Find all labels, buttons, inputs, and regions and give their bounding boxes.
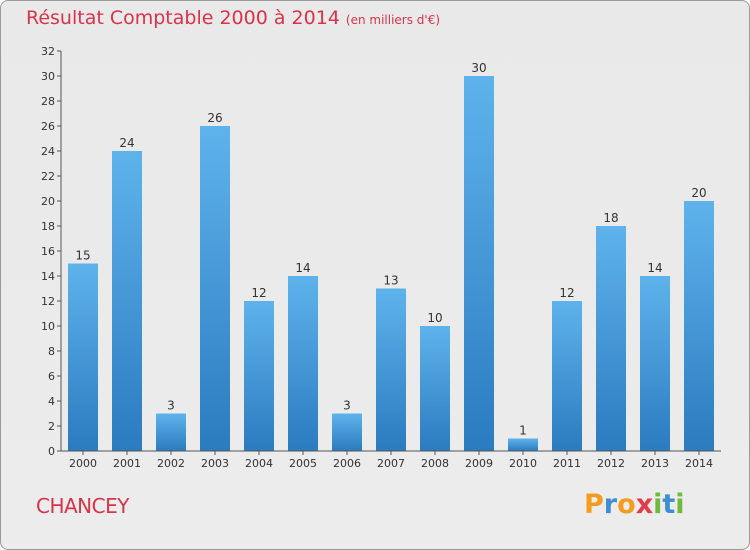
x-tick-label: 2000 <box>69 457 97 470</box>
town-label: CHANCEY <box>36 494 129 518</box>
y-tick-label: 2 <box>48 420 55 433</box>
chart-title-text: Résultat Comptable 2000 à 2014 <box>26 7 340 29</box>
x-tick-label: 2007 <box>377 457 405 470</box>
bar-2005 <box>288 276 318 451</box>
x-tick-label: 2013 <box>641 457 669 470</box>
logo-letter: x <box>635 489 654 520</box>
bar-value-label: 12 <box>251 286 266 300</box>
bar-2006 <box>332 413 362 451</box>
bar-2003 <box>200 126 230 451</box>
bar-2000 <box>68 263 98 451</box>
bar-value-label: 12 <box>559 286 574 300</box>
logo-letter: t <box>662 489 676 520</box>
y-tick-label: 4 <box>48 395 55 408</box>
chart-title: Résultat Comptable 2000 à 2014 (en millie… <box>26 7 440 29</box>
bar-value-label: 14 <box>647 261 662 275</box>
bars-group: 15 24 3 26 12 14 3 13 10 30 1 12 18 14 20 <box>68 61 714 451</box>
y-tick-label: 32 <box>41 45 55 58</box>
y-tick-label: 14 <box>41 270 55 283</box>
bar-value-label: 26 <box>207 111 222 125</box>
bar-2013 <box>640 276 670 451</box>
y-tick-label: 28 <box>41 95 55 108</box>
bar-2007 <box>376 288 406 451</box>
y-tick-label: 24 <box>41 145 55 158</box>
y-tick-label: 10 <box>41 320 55 333</box>
bar-value-label: 20 <box>691 186 706 200</box>
bar-value-label: 18 <box>603 211 618 225</box>
bar-2004 <box>244 301 274 451</box>
y-tick-label: 8 <box>48 345 55 358</box>
logo-letter: i <box>653 489 663 520</box>
y-tick-label: 30 <box>41 70 55 83</box>
x-axis: 2000 2001 2002 2003 2004 2005 2006 2007 2008 2009… <box>61 450 721 470</box>
x-tick-label: 2009 <box>465 457 493 470</box>
bar-2012 <box>596 226 626 451</box>
bar-value-label: 14 <box>295 261 310 275</box>
bar-value-label: 1 <box>519 424 527 438</box>
x-tick-label: 2011 <box>553 457 581 470</box>
x-tick-label: 2003 <box>201 457 229 470</box>
y-tick-label: 26 <box>41 120 55 133</box>
bar-2014 <box>684 201 714 451</box>
x-tick-label: 2001 <box>113 457 141 470</box>
bar-value-label: 3 <box>343 399 351 413</box>
x-tick-label: 2010 <box>509 457 537 470</box>
bar-2011 <box>552 301 582 451</box>
bar-value-label: 3 <box>167 399 175 413</box>
x-tick-label: 2008 <box>421 457 449 470</box>
bar-2008 <box>420 326 450 451</box>
x-tick-label: 2006 <box>333 457 361 470</box>
bar-2010 <box>508 438 538 451</box>
bar-value-label: 30 <box>471 61 486 75</box>
y-tick-label: 16 <box>41 245 55 258</box>
y-tick-label: 22 <box>41 170 55 183</box>
y-tick-label: 6 <box>48 370 55 383</box>
x-tick-label: 2004 <box>245 457 273 470</box>
logo-letter: o <box>617 489 636 520</box>
logo-letter: r <box>603 489 618 520</box>
bar-value-label: 15 <box>75 249 90 263</box>
proxiti-logo: Proxiti <box>584 489 685 520</box>
x-tick-label: 2012 <box>597 457 625 470</box>
bar-value-label: 13 <box>383 274 398 288</box>
y-tick-label: 0 <box>48 445 55 458</box>
bar-2002 <box>156 413 186 451</box>
y-tick-label: 12 <box>41 295 55 308</box>
y-tick-label: 20 <box>41 195 55 208</box>
x-tick-label: 2002 <box>157 457 185 470</box>
chart-subtitle: (en milliers d'€) <box>345 13 441 27</box>
x-tick-label: 2014 <box>685 457 713 470</box>
bar-2001 <box>112 151 142 451</box>
bar-2009 <box>464 76 494 451</box>
y-tick-label: 18 <box>41 220 55 233</box>
logo-letter: P <box>584 489 604 520</box>
logo-letter: i <box>675 489 685 520</box>
bar-value-label: 10 <box>427 311 442 325</box>
bar-value-label: 24 <box>119 136 134 150</box>
x-tick-label: 2005 <box>289 457 317 470</box>
